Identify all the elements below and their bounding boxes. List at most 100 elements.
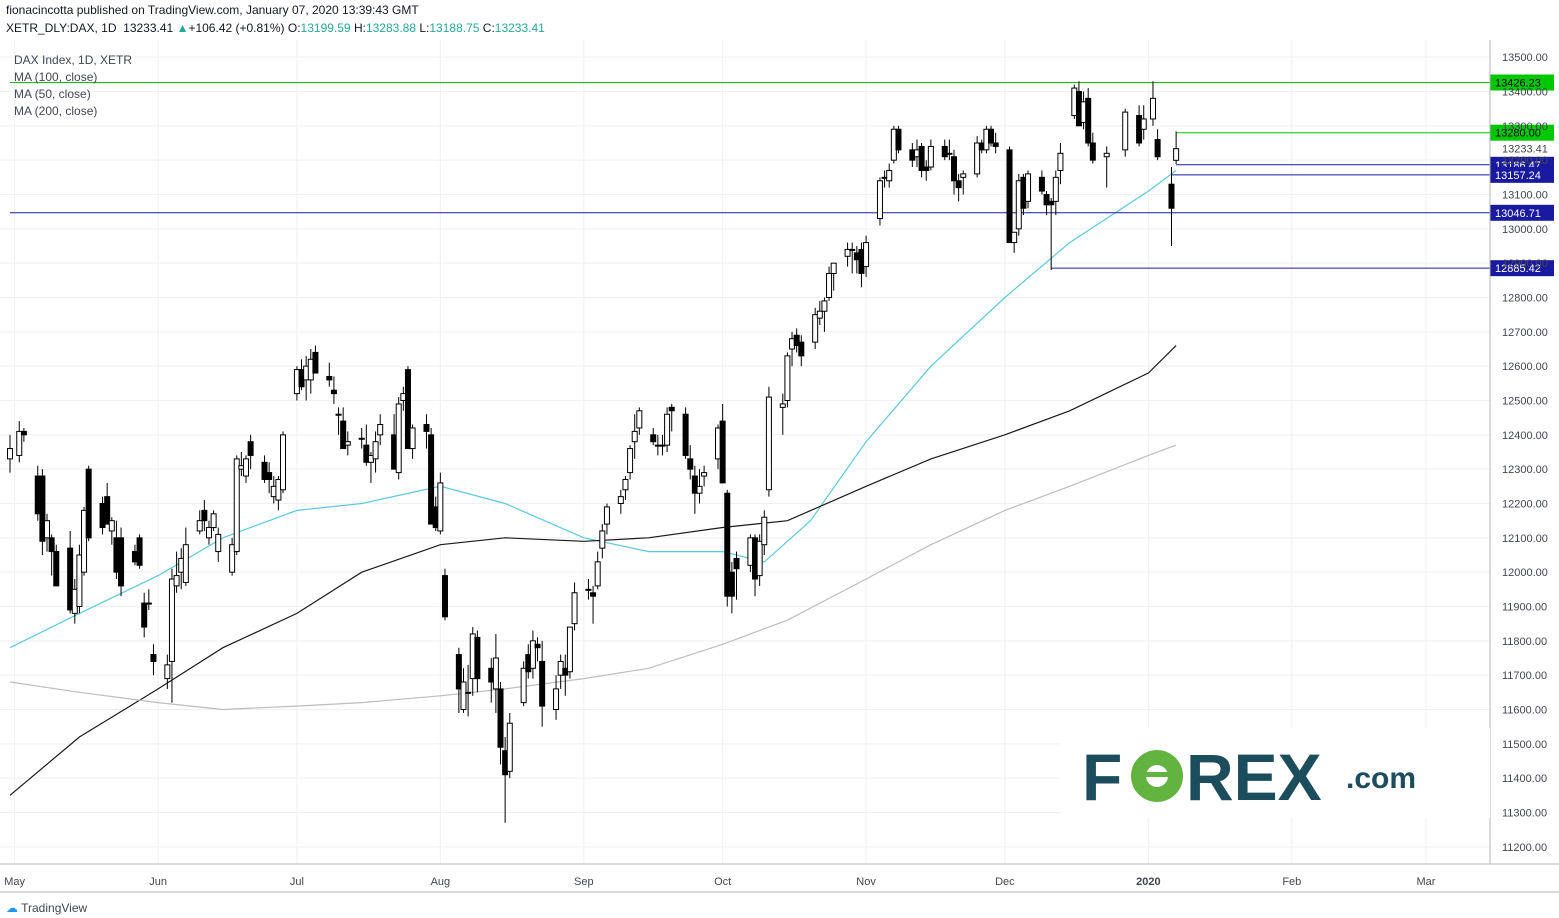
candle-down bbox=[687, 458, 694, 470]
last-price: 13233.41 bbox=[123, 21, 174, 35]
level-tag-label: 13426.23 bbox=[1495, 77, 1541, 89]
y-tick-label: 11200.00 bbox=[1502, 842, 1547, 854]
low-value: 13188.75 bbox=[429, 21, 480, 35]
candle-down bbox=[150, 654, 157, 662]
candle-down bbox=[474, 636, 481, 680]
tradingview-brand: TradingView bbox=[21, 901, 88, 915]
candle-down bbox=[404, 369, 411, 450]
low-label: L: bbox=[419, 21, 430, 35]
indicator-legend: DAX Index, 1D, XETR MA (100, close) MA (… bbox=[14, 52, 132, 120]
x-tick-label: Oct bbox=[714, 876, 731, 888]
y-tick-label: 11900.00 bbox=[1502, 602, 1547, 614]
y-tick-label: 11500.00 bbox=[1502, 739, 1547, 751]
tradingview-footer[interactable]: ☁ TradingView bbox=[6, 901, 87, 915]
candle-down bbox=[691, 475, 698, 494]
candle-up bbox=[529, 640, 536, 669]
candle-up bbox=[460, 681, 467, 710]
candle-up bbox=[844, 248, 851, 257]
candle-up bbox=[492, 657, 499, 690]
candle-up bbox=[974, 142, 981, 175]
up-arrow-icon: ▲ bbox=[176, 21, 189, 35]
candle-down bbox=[539, 660, 546, 707]
candle-up bbox=[631, 430, 638, 443]
candle-down bbox=[733, 557, 740, 570]
candle-up bbox=[520, 667, 527, 704]
legend-ma50[interactable]: MA (50, close) bbox=[14, 87, 91, 101]
candle-down bbox=[1154, 139, 1161, 158]
candle-up bbox=[335, 413, 342, 416]
candle-up bbox=[821, 300, 828, 312]
open-value: 13199.59 bbox=[300, 21, 351, 35]
level-tag-label: 13046.71 bbox=[1495, 208, 1541, 220]
horizontal-levels: 13426.2313280.0013186.4713157.2413046.71… bbox=[10, 74, 1554, 277]
x-tick-label: Dec bbox=[995, 876, 1015, 888]
candle-up bbox=[205, 527, 212, 539]
level-tag bbox=[1490, 124, 1554, 141]
candle-up bbox=[696, 485, 703, 494]
x-tick-label: Mar bbox=[1417, 876, 1436, 888]
candle-up bbox=[1011, 231, 1018, 244]
level-tag bbox=[1490, 166, 1554, 183]
close-value: 13233.41 bbox=[494, 21, 545, 35]
publisher-name[interactable]: fionacincotta bbox=[6, 3, 74, 17]
candle-down bbox=[441, 575, 448, 618]
candle-down bbox=[53, 551, 60, 587]
candle-up bbox=[182, 544, 189, 583]
y-tick-label: 12100.00 bbox=[1502, 533, 1548, 545]
candle-down bbox=[668, 406, 675, 412]
legend-ma100[interactable]: MA (100, close) bbox=[14, 70, 98, 84]
candle-down bbox=[136, 537, 143, 566]
candle-up bbox=[571, 592, 578, 625]
candle-up bbox=[863, 242, 870, 268]
ohlc-line: XETR_DLY:DAX, 1D 13233.41 ▲+106.42 (+0.8… bbox=[6, 21, 545, 35]
time-axis[interactable]: May Jun Jul Aug Sep Oct Nov Dec 2020 Feb Mar bbox=[0, 863, 1559, 893]
candle-up bbox=[1103, 152, 1110, 158]
legend-ma200[interactable]: MA (200, close) bbox=[14, 104, 98, 118]
level-tag bbox=[1490, 204, 1554, 221]
candle-down bbox=[118, 537, 125, 587]
cloud-icon: ☁ bbox=[6, 901, 18, 915]
candle-up bbox=[664, 413, 671, 446]
candle-up bbox=[108, 520, 115, 532]
y-tick-label: 12500.00 bbox=[1502, 396, 1548, 408]
candle-down bbox=[1168, 183, 1175, 209]
close-label: C: bbox=[482, 21, 495, 35]
candle-down bbox=[941, 145, 948, 158]
candle-up bbox=[168, 578, 175, 662]
candle-down bbox=[363, 444, 370, 463]
candle-up bbox=[377, 424, 384, 436]
y-tick-label: 11600.00 bbox=[1502, 705, 1547, 717]
candle-up bbox=[1149, 97, 1156, 120]
moving-averages bbox=[9, 170, 1177, 796]
brand-letter-f: F bbox=[1082, 740, 1122, 814]
candle-down bbox=[793, 334, 800, 347]
price-axis[interactable]: 11200.00 11300.00 11400.00 11500.00 11600.00… bbox=[1489, 40, 1548, 864]
x-tick-label: May bbox=[4, 876, 25, 888]
legend-title[interactable]: DAX Index, 1D, XETR bbox=[14, 53, 133, 67]
candle-down bbox=[141, 602, 148, 628]
y-tick-label: 13200.00 bbox=[1502, 155, 1548, 167]
x-tick-label: Jul bbox=[290, 876, 304, 888]
candle-up bbox=[1025, 173, 1032, 202]
x-tick-label: 2020 bbox=[1136, 876, 1160, 888]
candle-down bbox=[955, 180, 962, 189]
candle-down bbox=[261, 461, 268, 480]
candle-down bbox=[992, 142, 999, 147]
candle-down bbox=[266, 472, 273, 480]
candle-up bbox=[1052, 176, 1059, 202]
candle-up bbox=[344, 441, 351, 446]
y-tick-label: 11700.00 bbox=[1502, 670, 1547, 682]
y-tick-label: 11800.00 bbox=[1502, 636, 1547, 648]
y-tick-label: 12700.00 bbox=[1502, 327, 1548, 339]
candle-up bbox=[229, 544, 236, 573]
candle-down bbox=[497, 688, 504, 748]
candle-up bbox=[849, 248, 856, 251]
candle-up bbox=[1057, 152, 1064, 171]
y-tick-label: 12900.00 bbox=[1502, 258, 1548, 270]
candle-up bbox=[627, 448, 634, 474]
candle-down bbox=[326, 375, 333, 381]
published-header: fionacincotta published on TradingView.c… bbox=[6, 3, 419, 17]
candle-down bbox=[1089, 142, 1096, 161]
candle-up bbox=[946, 152, 953, 155]
